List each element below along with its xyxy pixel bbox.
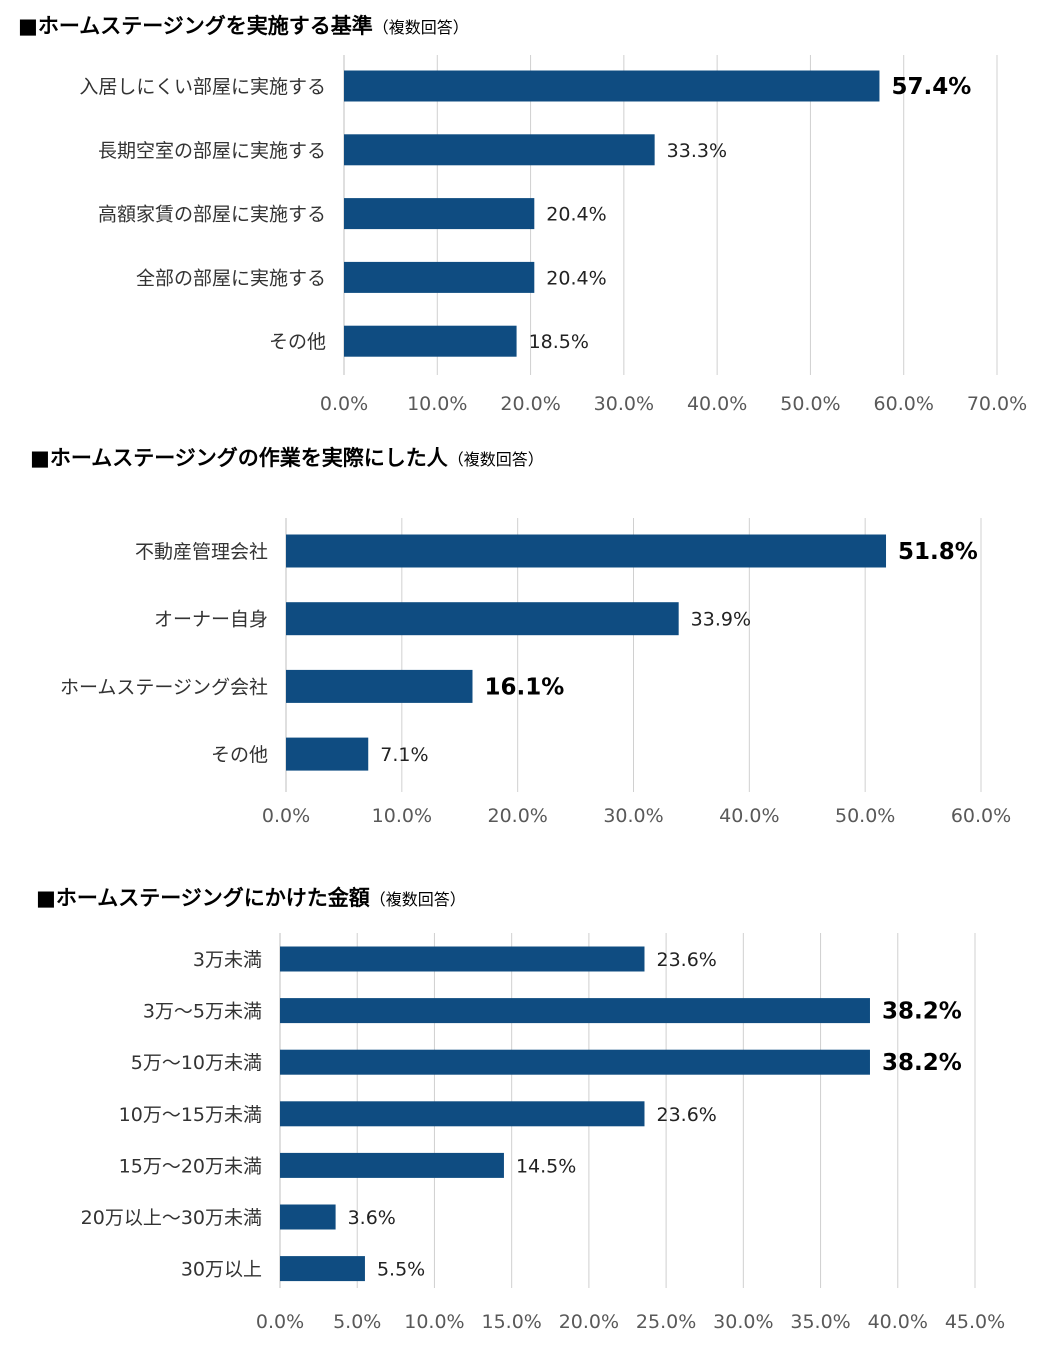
chart-plot: 0.0% 10.0% 20.0% 30.0% 40.0% 50.0% 60.0% 70.0% 入… [79, 55, 1027, 415]
category-label: 10万～15万未満 [119, 1104, 262, 1126]
x-tick-label: 60.0% [951, 805, 1011, 827]
category-label: ホームステージング会社 [60, 676, 268, 698]
x-tick-label: 5.0% [333, 1311, 381, 1333]
x-tick-label: 40.0% [687, 393, 747, 415]
category-label: 高額家賃の部屋に実施する [98, 204, 326, 226]
x-tick-label: 30.0% [603, 805, 663, 827]
category-label: 3万未満 [193, 949, 262, 971]
category-label: 20万以上～30万未満 [81, 1207, 262, 1229]
data-label: 5.5% [377, 1259, 425, 1281]
x-tick-label: 30.0% [594, 393, 654, 415]
bar [280, 1204, 336, 1230]
bar [286, 737, 369, 771]
data-label: 20.4% [546, 267, 606, 289]
x-tick-label: 0.0% [320, 393, 368, 415]
category-label: 全部の部屋に実施する [136, 267, 326, 289]
data-label: 16.1% [484, 674, 564, 700]
chart-who-did-work: ■ホームステージングの作業を実際にした人（複数回答） 0.0% 10.0% 20.0… [0, 420, 1050, 860]
data-label: 33.3% [667, 140, 727, 162]
x-tick-label: 60.0% [874, 393, 934, 415]
category-label: 30万以上 [181, 1259, 262, 1281]
bar [344, 198, 535, 230]
category-label: 15万～20万未満 [119, 1155, 262, 1177]
chart-title-sub: （複数回答） [447, 450, 544, 469]
x-tick-label: 25.0% [636, 1311, 696, 1333]
bar [280, 946, 645, 972]
data-label: 23.6% [656, 949, 716, 971]
x-tick-label: 15.0% [481, 1311, 541, 1333]
chart-title: ■ホームステージングを実施する基準（複数回答） [18, 10, 469, 40]
x-tick-label: 50.0% [835, 805, 895, 827]
x-tick-label: 20.0% [500, 393, 560, 415]
data-label: 3.6% [348, 1207, 396, 1229]
category-label: オーナー自身 [154, 609, 268, 631]
x-tick-label: 10.0% [372, 805, 432, 827]
chart-amount-spent: ■ホームステージングにかけた金額（複数回答） 0.0% 5.0% 10.0% 15.0… [0, 860, 1050, 1350]
bar [344, 261, 535, 293]
x-tick-label: 20.0% [487, 805, 547, 827]
x-tick-label: 40.0% [868, 1311, 928, 1333]
bar [286, 534, 887, 568]
x-tick-label: 45.0% [945, 1311, 1005, 1333]
category-label: その他 [211, 744, 268, 766]
chart-plot: 0.0% 5.0% 10.0% 15.0% 20.0% 25.0% 30.0% 35.0% 40… [81, 933, 1005, 1333]
category-label: その他 [269, 331, 326, 353]
x-tick-label: 35.0% [790, 1311, 850, 1333]
bar [280, 998, 870, 1024]
category-label: 5万～10万未満 [131, 1052, 262, 1074]
bar [286, 602, 679, 636]
chart-title-main: ■ホームステージングを実施する基準 [18, 14, 373, 38]
chart-title-sub: （複数回答） [372, 18, 469, 37]
x-tick-label: 40.0% [719, 805, 779, 827]
bar [344, 134, 655, 166]
data-label: 14.5% [516, 1155, 576, 1177]
x-tick-label: 50.0% [780, 393, 840, 415]
data-label: 23.6% [656, 1104, 716, 1126]
category-label: 不動産管理会社 [135, 541, 268, 563]
category-label: 長期空室の部屋に実施する [98, 140, 326, 162]
data-label: 7.1% [380, 744, 428, 766]
bar [280, 1152, 504, 1178]
bar [344, 325, 517, 357]
x-tick-label: 10.0% [404, 1311, 464, 1333]
x-tick-label: 0.0% [262, 805, 310, 827]
data-label: 51.8% [898, 539, 978, 565]
category-label: 入居しにくい部屋に実施する [79, 76, 326, 98]
x-tick-label: 10.0% [407, 393, 467, 415]
data-label: 38.2% [882, 1050, 962, 1076]
data-label: 33.9% [691, 609, 751, 631]
data-label: 18.5% [529, 331, 589, 353]
x-tick-label: 0.0% [256, 1311, 304, 1333]
x-tick-label: 30.0% [713, 1311, 773, 1333]
bar [280, 1101, 645, 1127]
bar [344, 70, 880, 102]
category-label: 3万～5万未満 [143, 1001, 262, 1023]
data-label: 57.4% [891, 74, 971, 100]
chart-title-main: ■ホームステージングにかけた金額 [36, 886, 370, 910]
x-tick-label: 70.0% [967, 393, 1027, 415]
bar [280, 1256, 365, 1282]
bar [280, 1049, 870, 1075]
data-label: 38.2% [882, 999, 962, 1025]
chart-title: ■ホームステージングにかけた金額（複数回答） [36, 882, 466, 912]
chart-implementation-criteria: ■ホームステージングを実施する基準（複数回答） 0.0% 10.0% 20.0% 30… [0, 0, 1050, 420]
bar [286, 669, 473, 703]
chart-title-main: ■ホームステージングの作業を実際にした人 [30, 446, 448, 470]
data-label: 20.4% [546, 204, 606, 226]
chart-plot: 0.0% 10.0% 20.0% 30.0% 40.0% 50.0% 60.0% 不動産管理会… [60, 518, 1011, 827]
chart-title: ■ホームステージングの作業を実際にした人（複数回答） [30, 442, 544, 472]
x-tick-label: 20.0% [559, 1311, 619, 1333]
chart-title-sub: （複数回答） [369, 890, 466, 909]
